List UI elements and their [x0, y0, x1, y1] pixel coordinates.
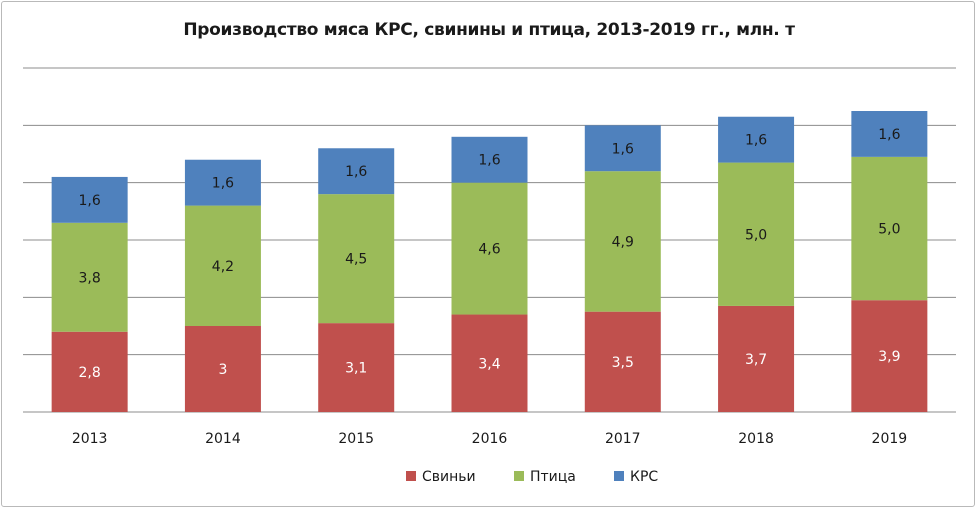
data-label: 1,6	[478, 153, 500, 169]
x-tick-label: 2019	[872, 431, 908, 447]
data-label: 1,6	[345, 164, 367, 180]
bar-segment-cattle	[51, 176, 128, 223]
data-label: 3,1	[345, 361, 367, 377]
bar-segment-poultry	[184, 205, 261, 326]
data-label: 4,6	[478, 242, 500, 258]
data-label: 3	[218, 362, 227, 378]
bar-segment-poultry	[851, 156, 928, 301]
data-label: 1,6	[612, 141, 634, 157]
legend-swatch	[406, 471, 416, 481]
data-label: 5,0	[878, 222, 900, 238]
legend-swatch	[514, 471, 524, 481]
data-label: 1,6	[745, 133, 767, 149]
data-label: 3,9	[878, 349, 900, 365]
x-tick-label: 2014	[205, 431, 241, 447]
data-label: 3,5	[612, 355, 634, 371]
bar-segment-pork	[584, 311, 661, 412]
bar-segment-pork	[451, 314, 528, 412]
bar-segment-pork	[184, 326, 261, 412]
x-tick-label: 2013	[72, 431, 108, 447]
data-label: 1,6	[878, 127, 900, 143]
x-tick-label: 2015	[338, 431, 374, 447]
bar-segment-poultry	[318, 194, 395, 324]
bar-segment-cattle	[184, 159, 261, 206]
chart-title: Производство мяса КРС, свинины и птица, …	[183, 20, 795, 40]
legend-label: Свиньи	[422, 469, 476, 485]
bar-segment-cattle	[851, 111, 928, 157]
bar-segment-pork	[851, 300, 928, 412]
data-label: 3,4	[478, 356, 500, 372]
bar-segment-cattle	[318, 148, 395, 195]
bar-segment-poultry	[718, 162, 795, 306]
data-label: 4,5	[345, 252, 367, 268]
bar-segment-poultry	[584, 171, 661, 312]
bar-segment-poultry	[451, 182, 528, 315]
bar-segment-pork	[318, 323, 395, 412]
legend-label: КРС	[630, 469, 658, 485]
bar-segment-cattle	[584, 125, 661, 172]
data-label: 1,6	[212, 176, 234, 192]
data-label: 2,8	[79, 365, 101, 381]
data-label: 4,2	[212, 259, 234, 275]
bar-segment-poultry	[51, 222, 128, 332]
data-label: 3,7	[745, 352, 767, 368]
data-label: 1,6	[79, 193, 101, 209]
legend-label: Птица	[530, 469, 576, 485]
x-tick-label: 2018	[738, 431, 774, 447]
data-label: 4,9	[612, 234, 634, 250]
bar-segment-pork	[51, 331, 128, 412]
x-tick-label: 2017	[605, 431, 641, 447]
bar-segment-cattle	[718, 116, 795, 163]
data-label: 3,8	[79, 270, 101, 286]
legend-swatch	[614, 471, 624, 481]
x-tick-label: 2016	[472, 431, 508, 447]
data-label: 5,0	[745, 227, 767, 243]
bar-segment-cattle	[451, 136, 528, 183]
bar-segment-pork	[718, 305, 795, 412]
